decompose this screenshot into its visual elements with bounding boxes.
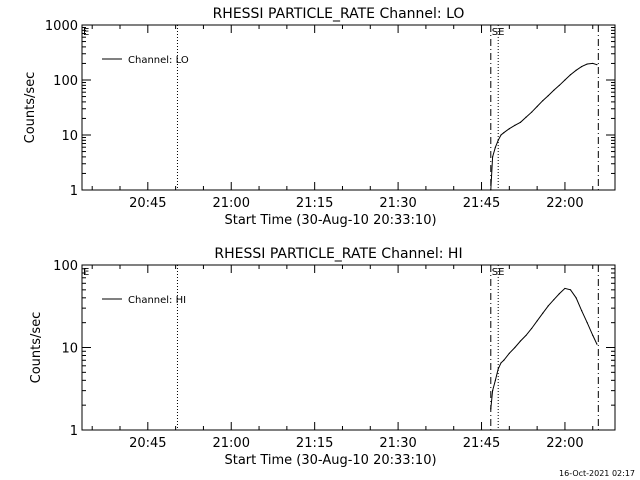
data-point <box>586 63 588 65</box>
data-point <box>530 327 533 330</box>
data-point <box>596 343 598 345</box>
data-point <box>492 390 494 392</box>
y-tick-label: 10 <box>61 342 78 357</box>
data-point <box>503 359 505 361</box>
data-series-line <box>490 62 598 191</box>
data-point <box>519 340 522 342</box>
data-point <box>494 146 497 148</box>
data-point <box>575 69 577 71</box>
chart-title: RHESSI PARTICLE_RATE Channel: LO <box>213 6 465 22</box>
data-point <box>530 111 533 113</box>
x-tick-label: 21:00 <box>213 436 250 451</box>
y-axis-label: Counts/sec <box>23 72 38 144</box>
flag-label: SE <box>492 27 505 38</box>
plot-frame <box>81 24 616 191</box>
data-point <box>553 299 555 301</box>
data-point <box>508 352 510 354</box>
chart-title: RHESSI PARTICLE_RATE Channel: HI <box>214 246 462 262</box>
data-point <box>536 320 538 322</box>
data-series-line <box>490 287 598 409</box>
data-point <box>500 134 502 136</box>
x-tick-label: 22:00 <box>546 436 583 451</box>
y-axis-label: Counts/sec <box>29 312 44 384</box>
data-point <box>525 116 527 118</box>
data-point <box>514 124 516 126</box>
data-point <box>596 64 598 66</box>
x-axis-label: Start Time (30-Aug-10 20:33:10) <box>224 453 436 468</box>
data-point <box>547 95 549 97</box>
y-tick-label: 1 <box>70 184 78 199</box>
x-tick-label: 22:00 <box>546 196 583 211</box>
x-tick-label: 20:45 <box>129 196 166 211</box>
data-point <box>492 156 494 158</box>
footer-timestamp: 16-Oct-2021 02:17 <box>559 469 635 478</box>
data-point <box>514 346 516 349</box>
data-point <box>547 305 549 307</box>
chart-panel-2: RHESSI PARTICLE_RATE Channel: HI Counts/s… <box>29 246 616 468</box>
data-point <box>497 139 499 141</box>
x-axis-label: Start Time (30-Aug-10 20:33:10) <box>224 213 436 228</box>
flag-label: SE <box>492 267 505 278</box>
x-tick-label: 21:00 <box>213 196 250 211</box>
legend-label: Channel: LO <box>128 55 189 66</box>
data-point <box>490 189 492 191</box>
data-point <box>519 121 522 123</box>
chart-panel-1: RHESSI PARTICLE_RATE Channel: LO Counts/s… <box>23 6 616 228</box>
data-point <box>500 362 502 364</box>
data-point <box>494 379 497 381</box>
flag-label: E <box>83 267 89 278</box>
x-tick-label: 20:45 <box>129 436 166 451</box>
data-point <box>558 293 560 295</box>
y-tick-label: 1 <box>70 424 78 439</box>
x-tick-label: 21:45 <box>463 436 500 451</box>
data-point <box>575 297 577 299</box>
data-point <box>553 89 555 91</box>
data-point <box>569 74 572 76</box>
y-tick-label: 1000 <box>45 19 78 34</box>
data-point <box>508 128 510 130</box>
data-point <box>542 100 544 102</box>
data-point <box>592 334 594 337</box>
data-point <box>564 287 566 290</box>
data-point <box>569 289 572 291</box>
data-point <box>581 66 583 68</box>
data-point <box>586 322 588 324</box>
x-tick-label: 21:30 <box>379 436 416 451</box>
data-point <box>525 334 527 337</box>
data-point <box>564 79 566 81</box>
x-tick-label: 21:15 <box>296 196 333 211</box>
data-point <box>497 368 499 370</box>
data-point <box>558 84 560 86</box>
plot-frame <box>81 264 616 431</box>
x-tick-label: 21:30 <box>379 196 416 211</box>
x-tick-label: 21:15 <box>296 436 333 451</box>
y-tick-label: 10 <box>61 129 78 144</box>
data-point <box>542 312 544 314</box>
data-point <box>581 310 583 312</box>
flag-label: E <box>83 27 89 38</box>
data-point <box>503 132 505 134</box>
legend-label: Channel: HI <box>128 295 186 306</box>
y-tick-label: 100 <box>53 259 78 274</box>
data-point <box>536 105 538 108</box>
x-tick-label: 21:45 <box>463 196 500 211</box>
y-tick-label: 100 <box>53 74 78 89</box>
data-point <box>592 62 594 65</box>
data-point <box>490 408 492 410</box>
